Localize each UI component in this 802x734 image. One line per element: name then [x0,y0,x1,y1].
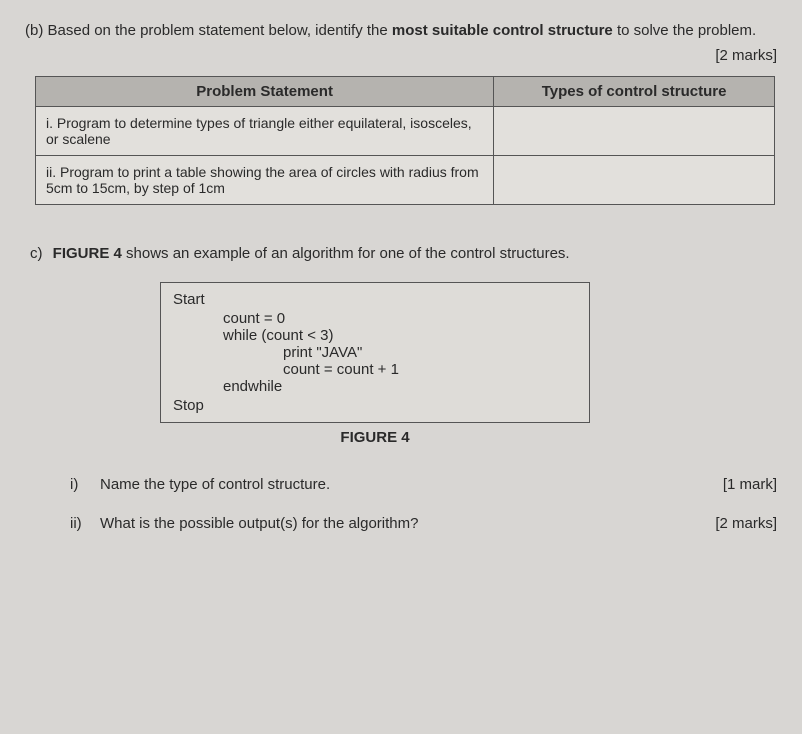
question-c-text-after: shows an example of an algorithm for one… [122,245,570,262]
problem-table: Problem Statement Types of control struc… [35,76,775,205]
figure-start: Start [173,291,577,308]
question-c-label: c) [30,245,43,262]
question-b-marks: [2 marks] [25,47,777,64]
question-c-statement: c) FIGURE 4 shows an example of an algor… [30,245,777,262]
question-b-statement: (b) Based on the problem statement below… [25,20,777,41]
sub-q2-marks: [2 marks] [715,515,777,532]
sub-question-1: i) Name the type of control structure. [… [70,476,777,493]
question-c: c) FIGURE 4 shows an example of an algor… [30,245,777,532]
question-b-text-before: Based on the problem statement below, id… [48,22,392,39]
sub-q1-marks: [1 mark] [723,476,777,493]
sub-q2-text: What is the possible output(s) for the a… [100,515,419,532]
table-container: Problem Statement Types of control struc… [35,76,777,205]
figure-stop: Stop [173,397,577,414]
sub-q1-num: i) [70,476,100,493]
question-b-label: (b) [25,22,43,39]
table-cell-problem-1: i. Program to determine types of triangl… [36,107,494,156]
figure-line-5: endwhile [223,378,577,395]
sub-questions: i) Name the type of control structure. [… [70,476,777,532]
sub-q2-num: ii) [70,515,100,532]
figure-caption: FIGURE 4 [160,429,590,446]
figure-line-4: count = count + 1 [283,361,577,378]
table-header-types: Types of control structure [494,77,775,107]
table-row: ii. Program to print a table showing the… [36,156,775,205]
figure-box: Start count = 0 while (count < 3) print … [160,282,590,423]
figure-line-3: print "JAVA" [283,344,577,361]
question-b: (b) Based on the problem statement below… [25,20,777,205]
sub-question-2: ii) What is the possible output(s) for t… [70,515,777,532]
table-cell-problem-2: ii. Program to print a table showing the… [36,156,494,205]
table-cell-answer-1 [494,107,775,156]
sub-q1-text: Name the type of control structure. [100,476,330,493]
table-cell-answer-2 [494,156,775,205]
table-row: i. Program to determine types of triangl… [36,107,775,156]
question-c-bold: FIGURE 4 [53,245,122,262]
table-header-problem: Problem Statement [36,77,494,107]
question-b-text-after: to solve the problem. [613,22,756,39]
figure-line-2: while (count < 3) [223,327,577,344]
figure-line-1: count = 0 [223,310,577,327]
question-b-bold: most suitable control structure [392,22,613,39]
